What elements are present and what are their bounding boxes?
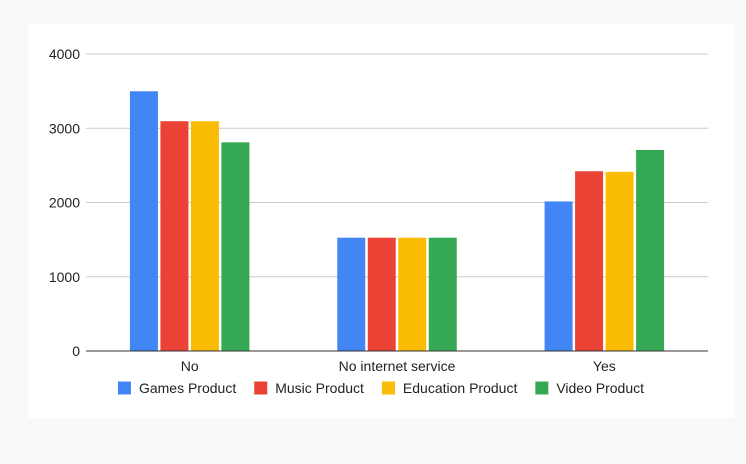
chart-card: 0 1000 2000 3000 4000 No No internet service Y…: [28, 24, 734, 418]
gridlines: [86, 53, 708, 278]
bar: [398, 237, 427, 351]
bar-chart: 0 1000 2000 3000 4000 No No internet service Y…: [49, 46, 708, 396]
y-tick-label: 4000: [49, 46, 80, 62]
x-tick-label: No: [181, 358, 199, 374]
bar: [160, 121, 189, 351]
y-tick-label: 3000: [49, 120, 80, 136]
legend-label: Music Product: [275, 380, 364, 396]
legend-label: Games Product: [139, 380, 236, 396]
legend: Games Product Music Product Education Prod…: [117, 380, 644, 396]
x-axis-tick-labels: No No internet service Yes: [181, 358, 616, 374]
legend-item: Video Product: [535, 380, 644, 396]
bar: [544, 201, 573, 351]
bar: [605, 171, 634, 351]
legend-item: Music Product: [254, 380, 364, 396]
y-tick-label: 2000: [49, 195, 80, 211]
legend-item: Education Product: [381, 380, 518, 396]
legend-label: Education Product: [403, 380, 518, 396]
y-tick-label: 1000: [49, 269, 80, 285]
bar: [367, 237, 396, 351]
bar: [221, 142, 250, 351]
legend-swatch: [254, 381, 268, 395]
bar: [575, 171, 604, 351]
bar: [129, 91, 158, 351]
bar: [428, 237, 457, 351]
x-tick-label: No internet service: [339, 358, 456, 374]
x-tick-label: Yes: [593, 358, 616, 374]
legend-item: Games Product: [117, 380, 236, 396]
bars: [129, 91, 665, 351]
legend-swatch: [117, 381, 131, 395]
bar: [190, 121, 219, 351]
bar: [337, 237, 366, 351]
bar: [636, 150, 665, 351]
legend-label: Video Product: [556, 380, 644, 396]
y-tick-label: 0: [72, 343, 80, 359]
legend-swatch: [381, 381, 395, 395]
legend-swatch: [535, 381, 549, 395]
y-axis-tick-labels: 0 1000 2000 3000 4000: [49, 46, 80, 359]
